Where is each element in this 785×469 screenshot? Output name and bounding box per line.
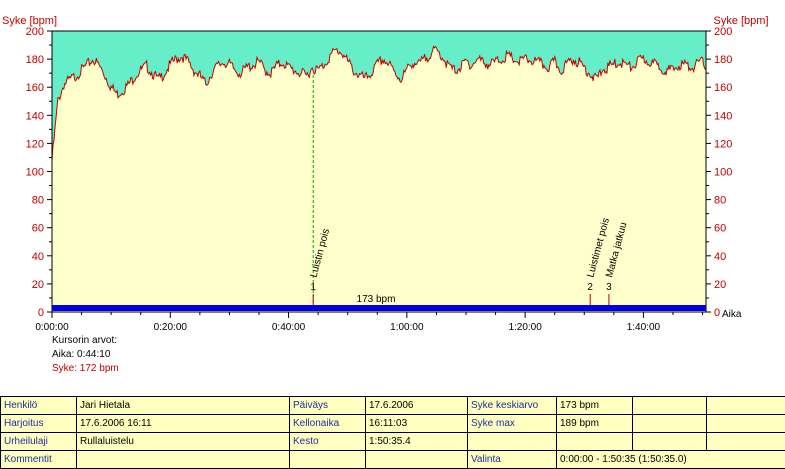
x-tick-label: 1:20:00 bbox=[508, 322, 542, 333]
y-tick-label-right: 160 bbox=[714, 82, 732, 94]
table-row: Urheilulaji Rullaluistelu Kesto 1:50:35.… bbox=[1, 433, 785, 451]
cursor-heart-rate: Syke: 172 bpm bbox=[52, 362, 119, 376]
syke-max-value: 189 bpm bbox=[557, 415, 633, 433]
y-tick-label-right: 20 bbox=[714, 279, 726, 291]
lap-marker-number: 2 bbox=[587, 282, 593, 293]
table-row: Henkilö Jari Hietala Päiväys 17.6.2006 S… bbox=[1, 397, 785, 415]
y-tick-label-right: 40 bbox=[714, 251, 726, 263]
y-axis-label-right: Syke [bpm] bbox=[713, 15, 768, 27]
y-tick-label-right: 120 bbox=[714, 138, 732, 150]
y-tick-label-left: 120 bbox=[26, 138, 44, 150]
urheilulaji-value: Rullaluistelu bbox=[77, 433, 290, 451]
y-tick-label-left: 180 bbox=[26, 54, 44, 66]
harjoitus-value: 17.6.2006 16:11 bbox=[77, 415, 290, 433]
kellonaika-value: 16:11:03 bbox=[366, 415, 468, 433]
x-tick-label: 1:00:00 bbox=[390, 322, 424, 333]
y-axis-right: 0 20 40 60 80 100 120 140 160 180 200 bbox=[706, 26, 732, 319]
y-tick-label-right: 80 bbox=[714, 195, 726, 207]
y-tick-label-left: 160 bbox=[26, 82, 44, 94]
henkilo-label: Henkilö bbox=[1, 397, 77, 415]
empty-cell bbox=[707, 397, 785, 415]
x-axis: 0:00:00 0:20:00 0:40:00 1:00:00 1:20:00 1:40:… bbox=[35, 312, 702, 333]
lap-marker-number: 1 bbox=[310, 282, 316, 293]
y-tick-label-left: 40 bbox=[32, 251, 44, 263]
empty-cell bbox=[633, 397, 707, 415]
table-row: Harjoitus 17.6.2006 16:11 Kellonaika 16:… bbox=[1, 415, 785, 433]
y-tick-label-left: 200 bbox=[26, 26, 44, 38]
y-tick-label-left: 60 bbox=[32, 223, 44, 235]
x-axis-label: Aika bbox=[722, 309, 742, 320]
y-tick-label-right: 60 bbox=[714, 223, 726, 235]
cursor-values-panel: Kursorin arvot: Aika: 0:44:10 Syke: 172 … bbox=[52, 334, 119, 376]
henkilo-value: Jari Hietala bbox=[77, 397, 290, 415]
paivays-label: Päiväys bbox=[290, 397, 366, 415]
session-info-table: Henkilö Jari Hietala Päiväys 17.6.2006 S… bbox=[0, 396, 785, 469]
kesto-value: 1:50:35.4 bbox=[366, 433, 468, 451]
syke-keskiarvo-value: 173 bpm bbox=[557, 397, 633, 415]
paivays-value: 17.6.2006 bbox=[366, 397, 468, 415]
y-tick-label-left: 80 bbox=[32, 195, 44, 207]
harjoitus-label: Harjoitus bbox=[1, 415, 77, 433]
x-tick-label: 0:20:00 bbox=[154, 322, 188, 333]
x-tick-label: 0:00:00 bbox=[35, 322, 69, 333]
empty-cell bbox=[633, 433, 707, 451]
empty-cell bbox=[557, 433, 633, 451]
y-tick-label-right: 200 bbox=[714, 26, 732, 38]
cursor-time: Aika: 0:44:10 bbox=[52, 348, 119, 362]
urheilulaji-label: Urheilulaji bbox=[1, 433, 77, 451]
empty-cell bbox=[468, 433, 557, 451]
average-bar bbox=[52, 305, 706, 311]
y-tick-label-right: 100 bbox=[714, 167, 732, 179]
lap-marker-number: 3 bbox=[606, 282, 612, 293]
kellonaika-label: Kellonaika bbox=[290, 415, 366, 433]
y-tick-label-right: 140 bbox=[714, 110, 732, 122]
empty-cell bbox=[707, 415, 785, 433]
average-label: 173 bpm bbox=[357, 294, 396, 305]
y-tick-label-left: 0 bbox=[38, 307, 44, 319]
empty-cell bbox=[707, 433, 785, 451]
y-axis-label-left: Syke [bpm] bbox=[2, 15, 57, 27]
y-axis-left: 0 20 40 60 80 100 120 140 160 180 200 bbox=[26, 26, 52, 319]
syke-max-label: Syke max bbox=[468, 415, 557, 433]
y-tick-label-right: 180 bbox=[714, 54, 732, 66]
y-tick-label-left: 20 bbox=[32, 279, 44, 291]
y-tick-label-left: 100 bbox=[26, 167, 44, 179]
syke-keskiarvo-label: Syke keskiarvo bbox=[468, 397, 557, 415]
empty-cell bbox=[633, 415, 707, 433]
kesto-label: Kesto bbox=[290, 433, 366, 451]
x-tick-label: 1:40:00 bbox=[627, 322, 661, 333]
y-tick-label-right: 0 bbox=[714, 307, 720, 319]
y-tick-label-left: 140 bbox=[26, 110, 44, 122]
x-tick-label: 0:40:00 bbox=[272, 322, 306, 333]
cursor-values-title: Kursorin arvot: bbox=[52, 334, 119, 348]
